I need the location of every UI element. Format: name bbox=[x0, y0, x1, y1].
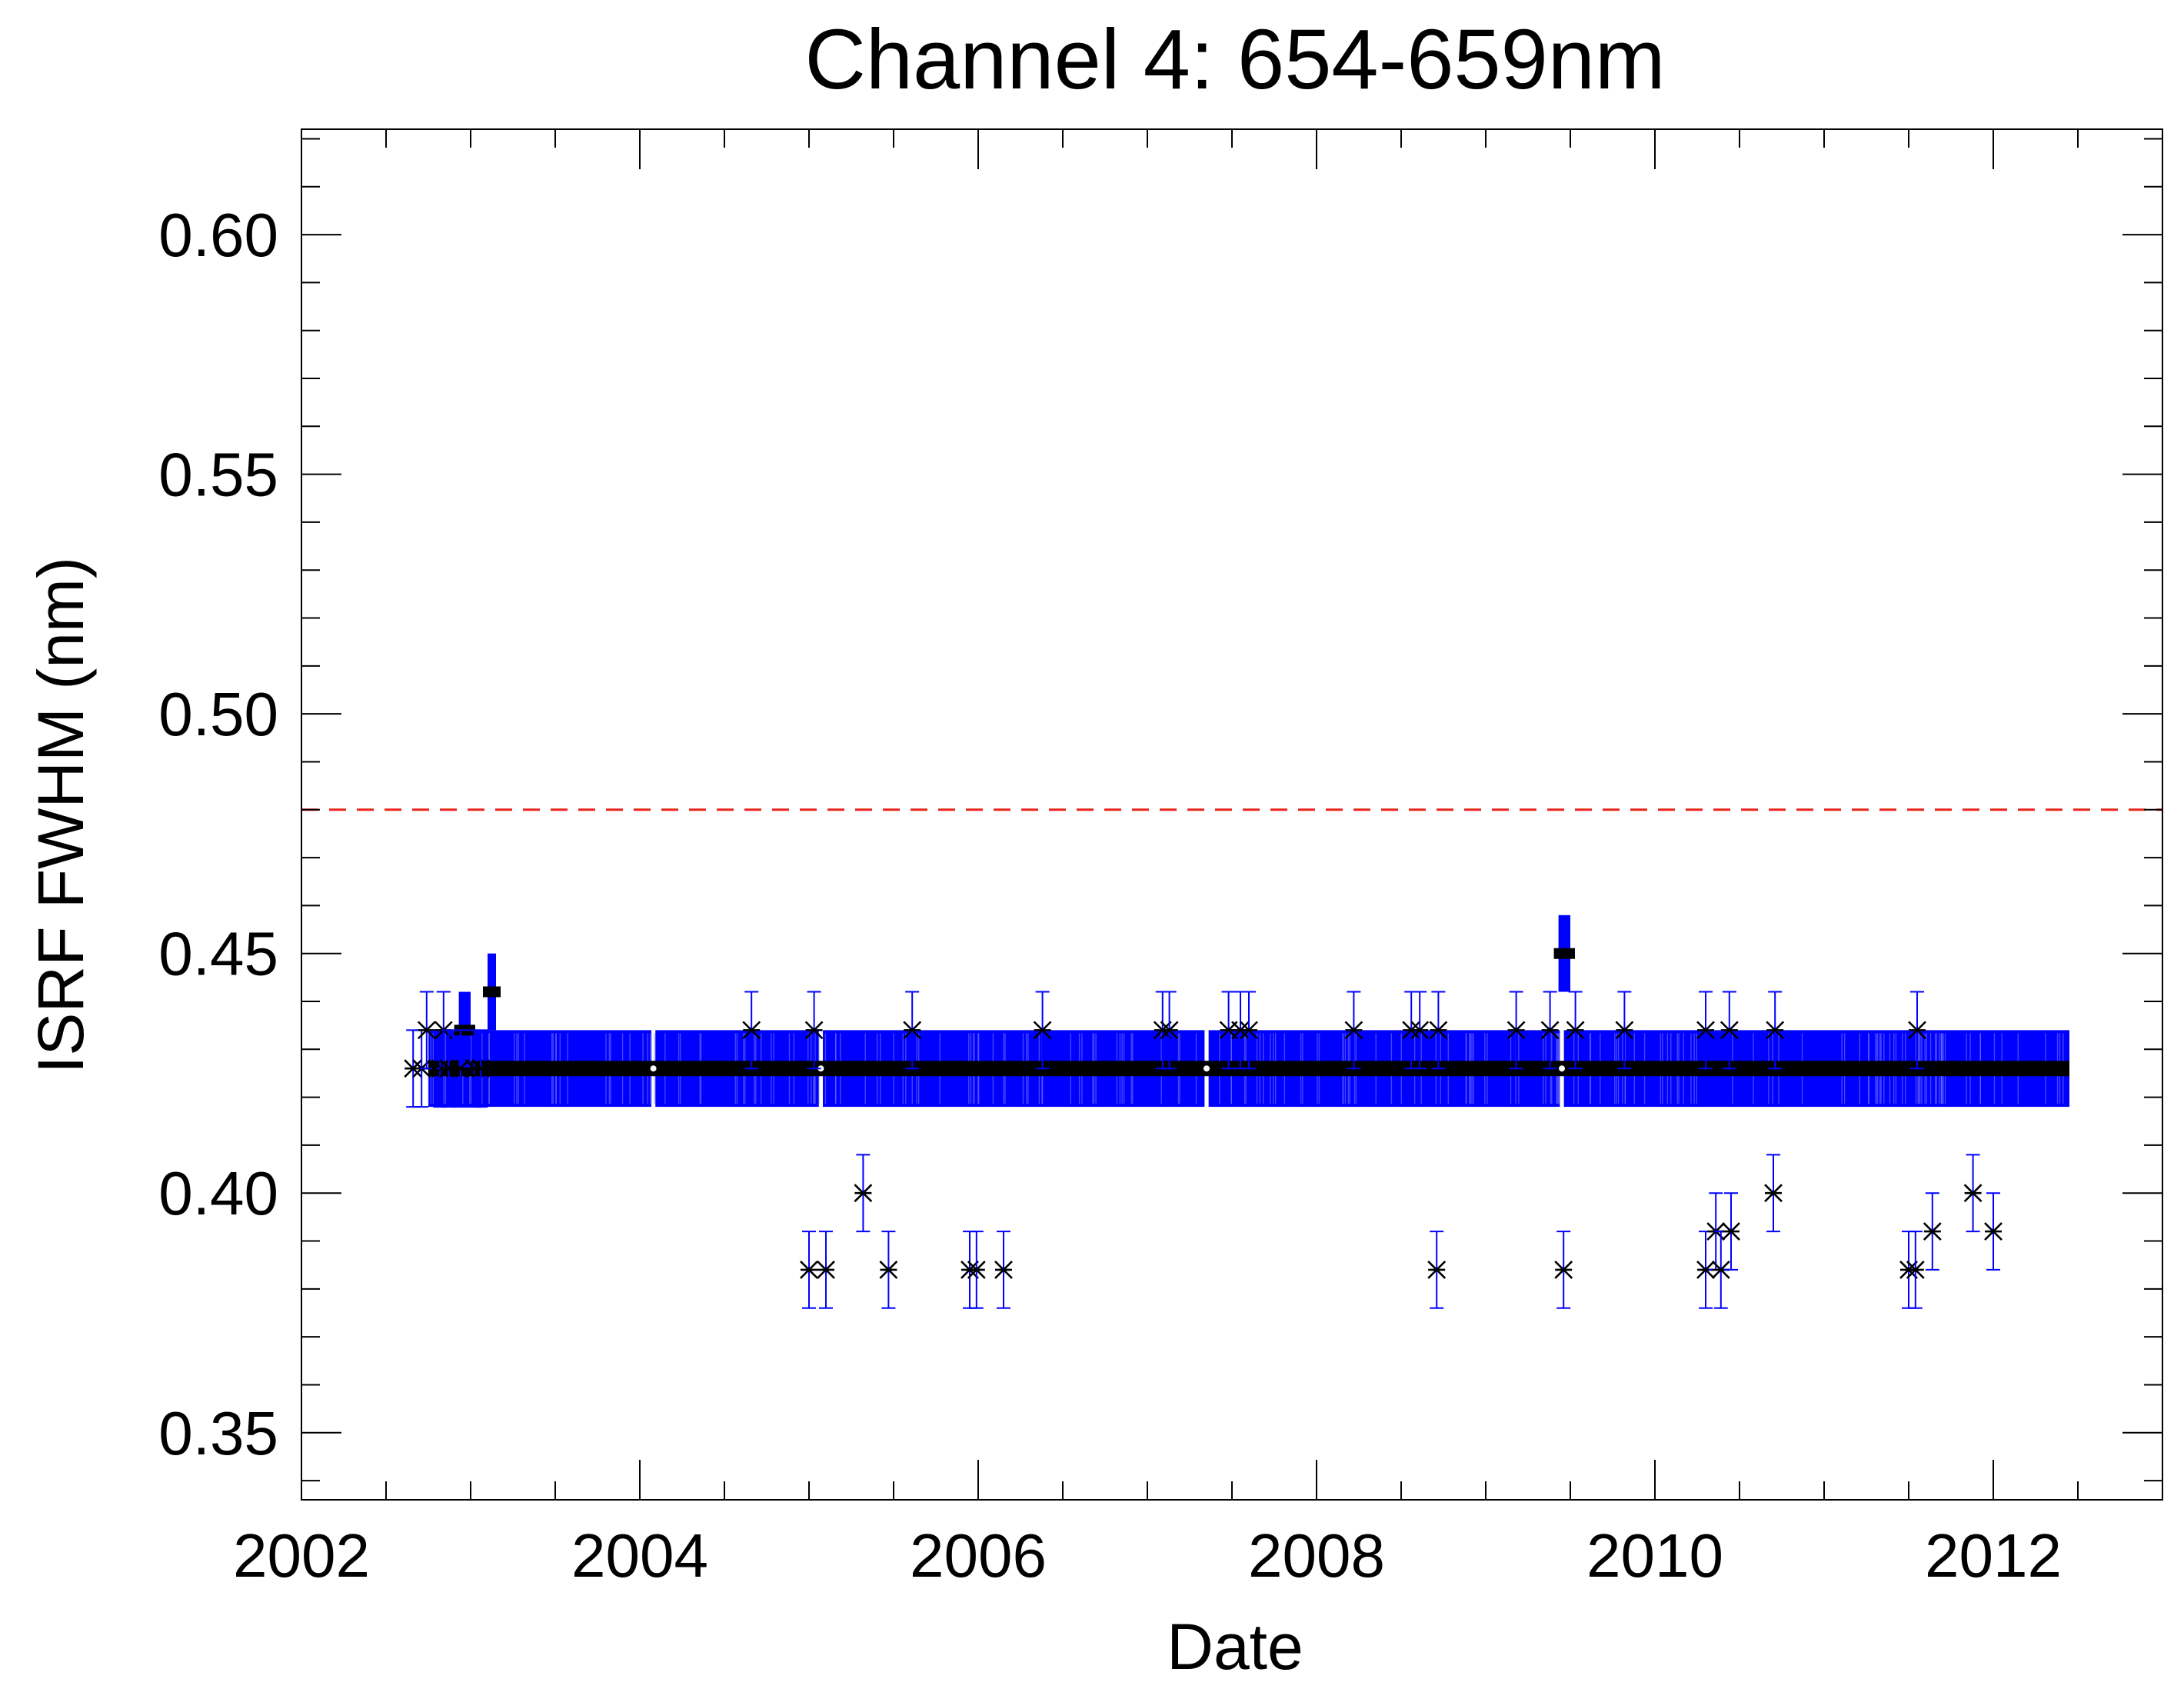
errorbar-cluster bbox=[483, 953, 501, 1031]
asterisk-marker bbox=[1908, 1021, 1926, 1040]
asterisk-marker bbox=[1963, 1184, 1983, 1203]
data-point bbox=[1540, 991, 1560, 1070]
asterisk-marker bbox=[1410, 1021, 1430, 1040]
y-tick-label: 0.45 bbox=[158, 920, 278, 988]
asterisk-marker bbox=[800, 1261, 818, 1279]
data-point bbox=[879, 1231, 898, 1309]
asterisk-marker bbox=[1906, 1261, 1925, 1279]
data-point bbox=[967, 1231, 986, 1309]
asterisk-marker bbox=[1766, 1021, 1785, 1040]
asterisk-marker bbox=[1984, 1222, 2003, 1241]
gap-marker bbox=[648, 1064, 658, 1074]
data-point bbox=[1033, 991, 1052, 1070]
data-point bbox=[994, 1231, 1013, 1309]
y-axis-label: ISRF FWHM (nm) bbox=[25, 557, 97, 1074]
data-point bbox=[804, 991, 824, 1070]
plot-frame bbox=[301, 128, 2163, 1501]
asterisk-marker bbox=[1923, 1222, 1942, 1241]
asterisk-marker bbox=[817, 1261, 835, 1279]
asterisk-marker bbox=[879, 1261, 898, 1279]
asterisk-marker bbox=[1240, 1021, 1258, 1040]
data-point bbox=[817, 1231, 835, 1309]
data-point bbox=[1506, 991, 1526, 1070]
data-point bbox=[417, 991, 436, 1070]
asterisk-marker bbox=[1554, 1261, 1573, 1279]
data-point bbox=[1720, 991, 1739, 1070]
data-point bbox=[1908, 991, 1926, 1070]
x-axis-ticks: 2002 2004 2006 2008 2010 2012 bbox=[233, 129, 2163, 1590]
asterisk-marker bbox=[1429, 1021, 1448, 1040]
data-point bbox=[1764, 1154, 1783, 1233]
asterisk-marker bbox=[967, 1261, 986, 1279]
plot-border bbox=[301, 128, 2163, 1501]
data-point bbox=[1923, 1192, 1942, 1271]
data-point bbox=[1766, 991, 1785, 1070]
asterisk-marker bbox=[1344, 1021, 1363, 1040]
y-tick-label: 0.35 bbox=[158, 1399, 278, 1467]
asterisk-marker bbox=[742, 1021, 761, 1040]
asterisk-marker bbox=[854, 1184, 873, 1203]
x-tick-label: 2012 bbox=[1925, 1521, 2062, 1590]
data-point bbox=[903, 991, 922, 1070]
data-point bbox=[1240, 991, 1258, 1070]
asterisk-marker bbox=[1764, 1184, 1783, 1203]
x-tick-label: 2006 bbox=[910, 1521, 1047, 1590]
data-point bbox=[854, 1154, 873, 1233]
data-point bbox=[742, 991, 761, 1070]
asterisk-marker bbox=[471, 1059, 491, 1078]
x-tick-label: 2004 bbox=[571, 1521, 708, 1590]
asterisk-marker bbox=[417, 1021, 436, 1040]
x-tick-label: 2002 bbox=[233, 1521, 370, 1590]
asterisk-marker bbox=[1720, 1021, 1739, 1040]
data-point bbox=[1722, 1192, 1740, 1271]
errorbar-cluster bbox=[1553, 914, 1575, 992]
data-point bbox=[1429, 991, 1448, 1070]
asterisk-marker bbox=[1722, 1222, 1740, 1241]
asterisk-marker bbox=[1566, 1021, 1585, 1040]
data-point bbox=[1984, 1192, 2003, 1271]
y-tick-label: 0.55 bbox=[158, 441, 278, 509]
data-point bbox=[1410, 991, 1430, 1070]
data-point bbox=[1615, 991, 1634, 1070]
asterisk-marker bbox=[903, 1021, 922, 1040]
asterisk-marker bbox=[804, 1021, 824, 1040]
asterisk-marker bbox=[1506, 1021, 1526, 1040]
data-point bbox=[1696, 991, 1715, 1070]
data-point bbox=[800, 1231, 818, 1309]
data-point bbox=[1427, 1231, 1447, 1309]
gap-marker bbox=[1557, 1064, 1566, 1074]
y-axis-ticks: 0.35 0.40 0.45 0.50 0.55 0.60 bbox=[158, 138, 2162, 1482]
data-point bbox=[1906, 1231, 1925, 1309]
asterisk-marker bbox=[1427, 1261, 1447, 1279]
chart-title: Channel 4: 654-659nm bbox=[804, 12, 1665, 107]
x-tick-label: 2010 bbox=[1586, 1521, 1723, 1590]
data-point bbox=[1344, 991, 1363, 1070]
data-point bbox=[1160, 991, 1179, 1070]
asterisk-marker bbox=[1696, 1021, 1715, 1040]
x-tick-label: 2008 bbox=[1248, 1521, 1385, 1590]
x-axis-label: Date bbox=[1167, 1611, 1303, 1683]
plot-marks bbox=[301, 808, 2162, 1309]
asterisk-marker bbox=[1033, 1021, 1052, 1040]
data-point bbox=[471, 1029, 491, 1108]
asterisk-marker bbox=[994, 1261, 1013, 1279]
y-tick-label: 0.40 bbox=[158, 1159, 278, 1228]
y-tick-label: 0.50 bbox=[158, 680, 278, 748]
data-point bbox=[1554, 1231, 1573, 1309]
data-point bbox=[1566, 991, 1585, 1070]
gap-marker bbox=[1202, 1064, 1211, 1074]
data-point bbox=[1963, 1154, 1983, 1233]
asterisk-marker bbox=[1615, 1021, 1634, 1040]
asterisk-marker bbox=[1540, 1021, 1560, 1040]
asterisk-marker bbox=[1160, 1021, 1179, 1040]
y-tick-label: 0.60 bbox=[158, 201, 278, 269]
